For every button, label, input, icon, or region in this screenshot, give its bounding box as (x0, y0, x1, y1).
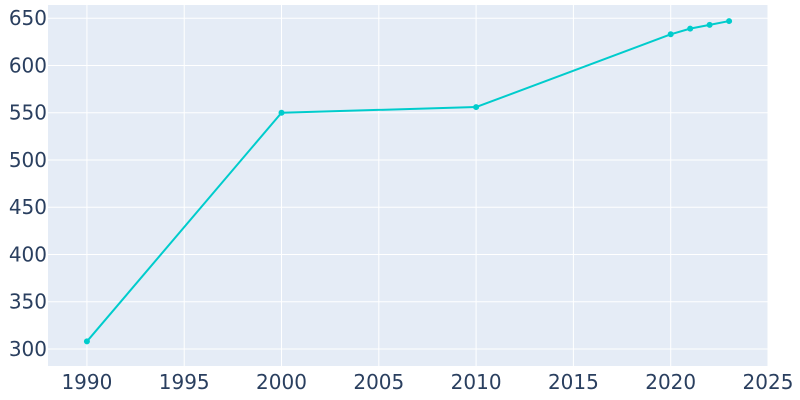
y-tick-label: 450 (9, 195, 47, 219)
x-tick-label: 2010 (451, 370, 502, 394)
x-tick-label: 2020 (645, 370, 696, 394)
x-tick-label: 2015 (548, 370, 599, 394)
data-point (726, 18, 733, 25)
data-point (278, 109, 285, 116)
x-tick-label: 1990 (61, 370, 112, 394)
data-point (667, 31, 674, 38)
y-axis-ticks: 300 350 400 450 500 550 600 650 (9, 6, 47, 361)
x-axis-ticks: 1990 1995 2000 2005 2010 2015 2020 2025 (61, 370, 793, 394)
y-tick-label: 650 (9, 6, 47, 30)
x-tick-label: 1995 (159, 370, 210, 394)
y-tick-label: 500 (9, 148, 47, 172)
x-tick-label: 2000 (256, 370, 307, 394)
x-tick-label: 2005 (353, 370, 404, 394)
grid-lines (48, 5, 769, 366)
plot-background (48, 5, 768, 366)
data-point (473, 104, 480, 111)
series-layer (83, 18, 733, 345)
y-tick-label: 350 (9, 290, 47, 314)
y-tick-label: 600 (9, 53, 47, 77)
y-tick-label: 300 (9, 337, 47, 361)
y-tick-label: 400 (9, 242, 47, 266)
data-point (687, 25, 694, 32)
y-tick-label: 550 (9, 101, 47, 125)
data-point (83, 338, 90, 345)
x-tick-label: 2025 (743, 370, 794, 394)
data-point (706, 21, 713, 28)
